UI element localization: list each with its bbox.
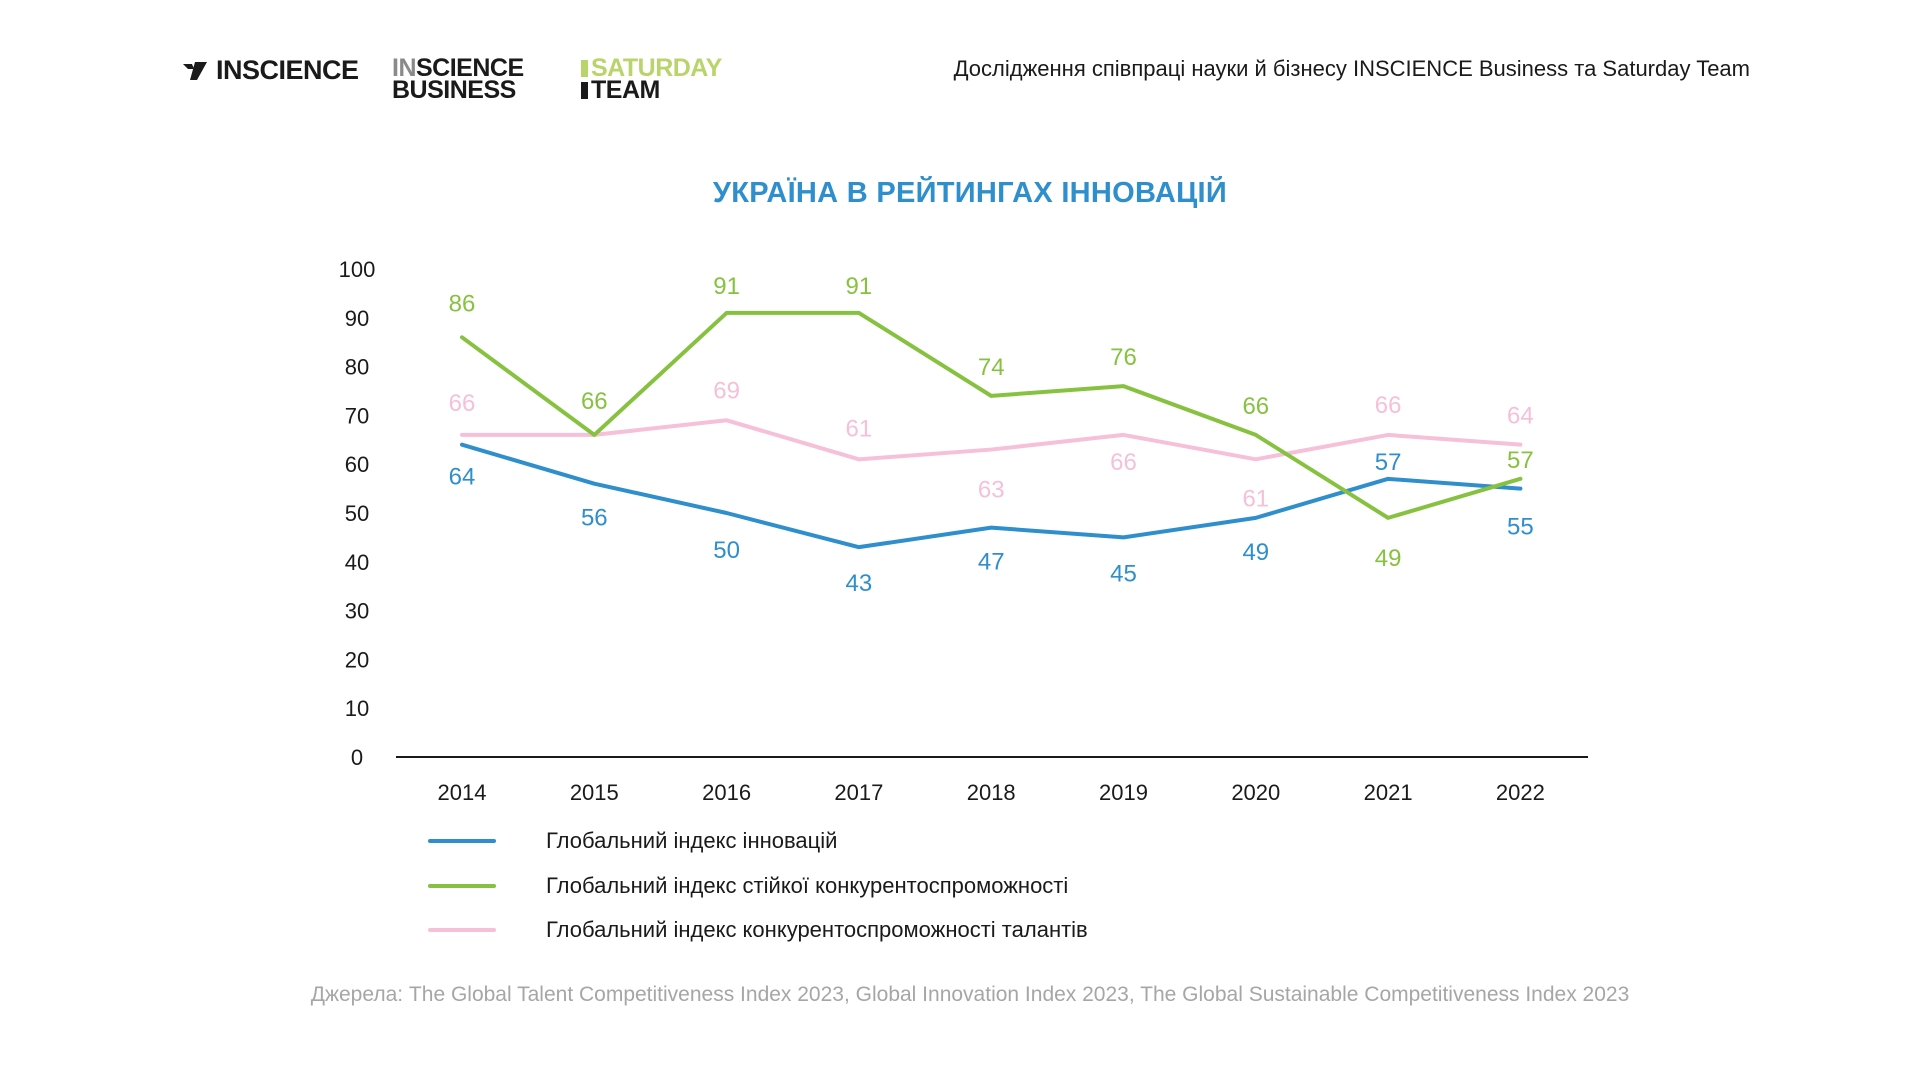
x-tick-label: 2015 (570, 780, 619, 805)
logo-isb-in: IN (392, 54, 417, 82)
legend-label-talent: Глобальний індекс конкурентоспроможності… (546, 917, 1088, 942)
logo-isb-business: BUSINESS (392, 76, 516, 104)
x-tick-label: 2017 (834, 780, 883, 805)
data-label-1: 76 (1110, 344, 1137, 371)
inscience-mark-icon (183, 61, 207, 80)
y-tick-label: 100 (339, 257, 376, 282)
data-label-1: 66 (1242, 393, 1269, 420)
y-tick-label: 80 (345, 355, 369, 380)
y-tick-label: 70 (345, 403, 369, 428)
legend-item-talent: Глобальний індекс конкурентоспроможності… (428, 917, 1088, 943)
data-label-2: 66 (1110, 449, 1137, 476)
data-label-2: 61 (846, 415, 873, 442)
data-label-2: 66 (449, 390, 476, 417)
team-bar-icon (581, 82, 588, 99)
logo-isb-science: SCIENCE (416, 54, 524, 82)
legend-item-innovation: Глобальний індекс інновацій (428, 828, 837, 854)
data-label-0: 55 (1507, 514, 1534, 541)
data-label-0: 43 (846, 570, 873, 597)
saturday-team-logo: SATURDAY TEAM (581, 54, 722, 104)
data-label-1: 74 (978, 354, 1005, 381)
header-caption: Дослідження співпраці науки й бізнесу IN… (953, 56, 1750, 81)
legend-item-sustainable: Глобальний індекс стійкої конкурентоспро… (428, 873, 1068, 899)
data-label-1: 49 (1375, 545, 1402, 572)
data-label-0: 57 (1375, 449, 1402, 476)
x-tick-label: 2020 (1231, 780, 1280, 805)
chart-title: УКРАЇНА В РЕЙТИНГАХ ІННОВАЦІЙ (712, 177, 1228, 209)
data-label-1: 57 (1507, 447, 1534, 474)
logo-sat-saturday: SATURDAY (591, 54, 722, 82)
data-label-0: 47 (978, 549, 1005, 576)
data-label-0: 56 (581, 505, 608, 532)
y-tick-label: 40 (345, 550, 369, 575)
data-label-2: 69 (713, 377, 740, 404)
legend-label-sustainable: Глобальний індекс стійкої конкурентоспро… (546, 873, 1069, 898)
x-tick-label: 2022 (1496, 780, 1545, 805)
y-tick-label: 20 (345, 647, 369, 672)
legend-label-innovation: Глобальний індекс інновацій (546, 828, 838, 853)
data-label-2: 61 (1242, 485, 1269, 512)
data-label-0: 45 (1110, 560, 1137, 587)
inscience-business-logo: INSCIENCE BUSINESS (392, 54, 524, 104)
inscience-logo-text: INSCIENCE (216, 55, 359, 85)
sources-note: Джерела: The Global Talent Competitivene… (310, 983, 1630, 1006)
legend-swatch-green (428, 884, 496, 888)
data-label-1: 86 (449, 290, 476, 317)
data-label-0: 50 (713, 537, 740, 564)
data-label-1: 91 (846, 273, 873, 300)
x-tick-label: 2021 (1364, 780, 1413, 805)
y-tick-label: 60 (345, 452, 369, 477)
data-label-0: 49 (1242, 539, 1269, 566)
logo-sat-team: TEAM (591, 76, 660, 104)
legend-swatch-blue (428, 839, 496, 843)
data-label-1: 91 (713, 273, 740, 300)
y-tick-label: 0 (351, 745, 363, 770)
x-tick-label: 2014 (438, 780, 487, 805)
x-tick-label: 2019 (1099, 780, 1148, 805)
y-tick-label: 90 (345, 306, 369, 331)
data-label-2: 66 (1375, 392, 1402, 419)
inscience-logo: INSCIENCE (183, 55, 359, 86)
x-tick-label: 2018 (967, 780, 1016, 805)
data-label-0: 64 (449, 464, 476, 491)
data-label-1: 66 (581, 388, 608, 415)
series-line-2 (460, 418, 1523, 462)
series-line-1 (460, 310, 1523, 520)
saturday-bar-icon (581, 60, 588, 77)
data-label-2: 64 (1507, 403, 1534, 430)
legend-swatch-pink (428, 928, 496, 932)
y-tick-label: 50 (345, 501, 369, 526)
data-label-2: 63 (978, 477, 1005, 504)
y-tick-label: 30 (345, 599, 369, 624)
x-tick-label: 2016 (702, 780, 751, 805)
y-tick-label: 10 (345, 696, 369, 721)
